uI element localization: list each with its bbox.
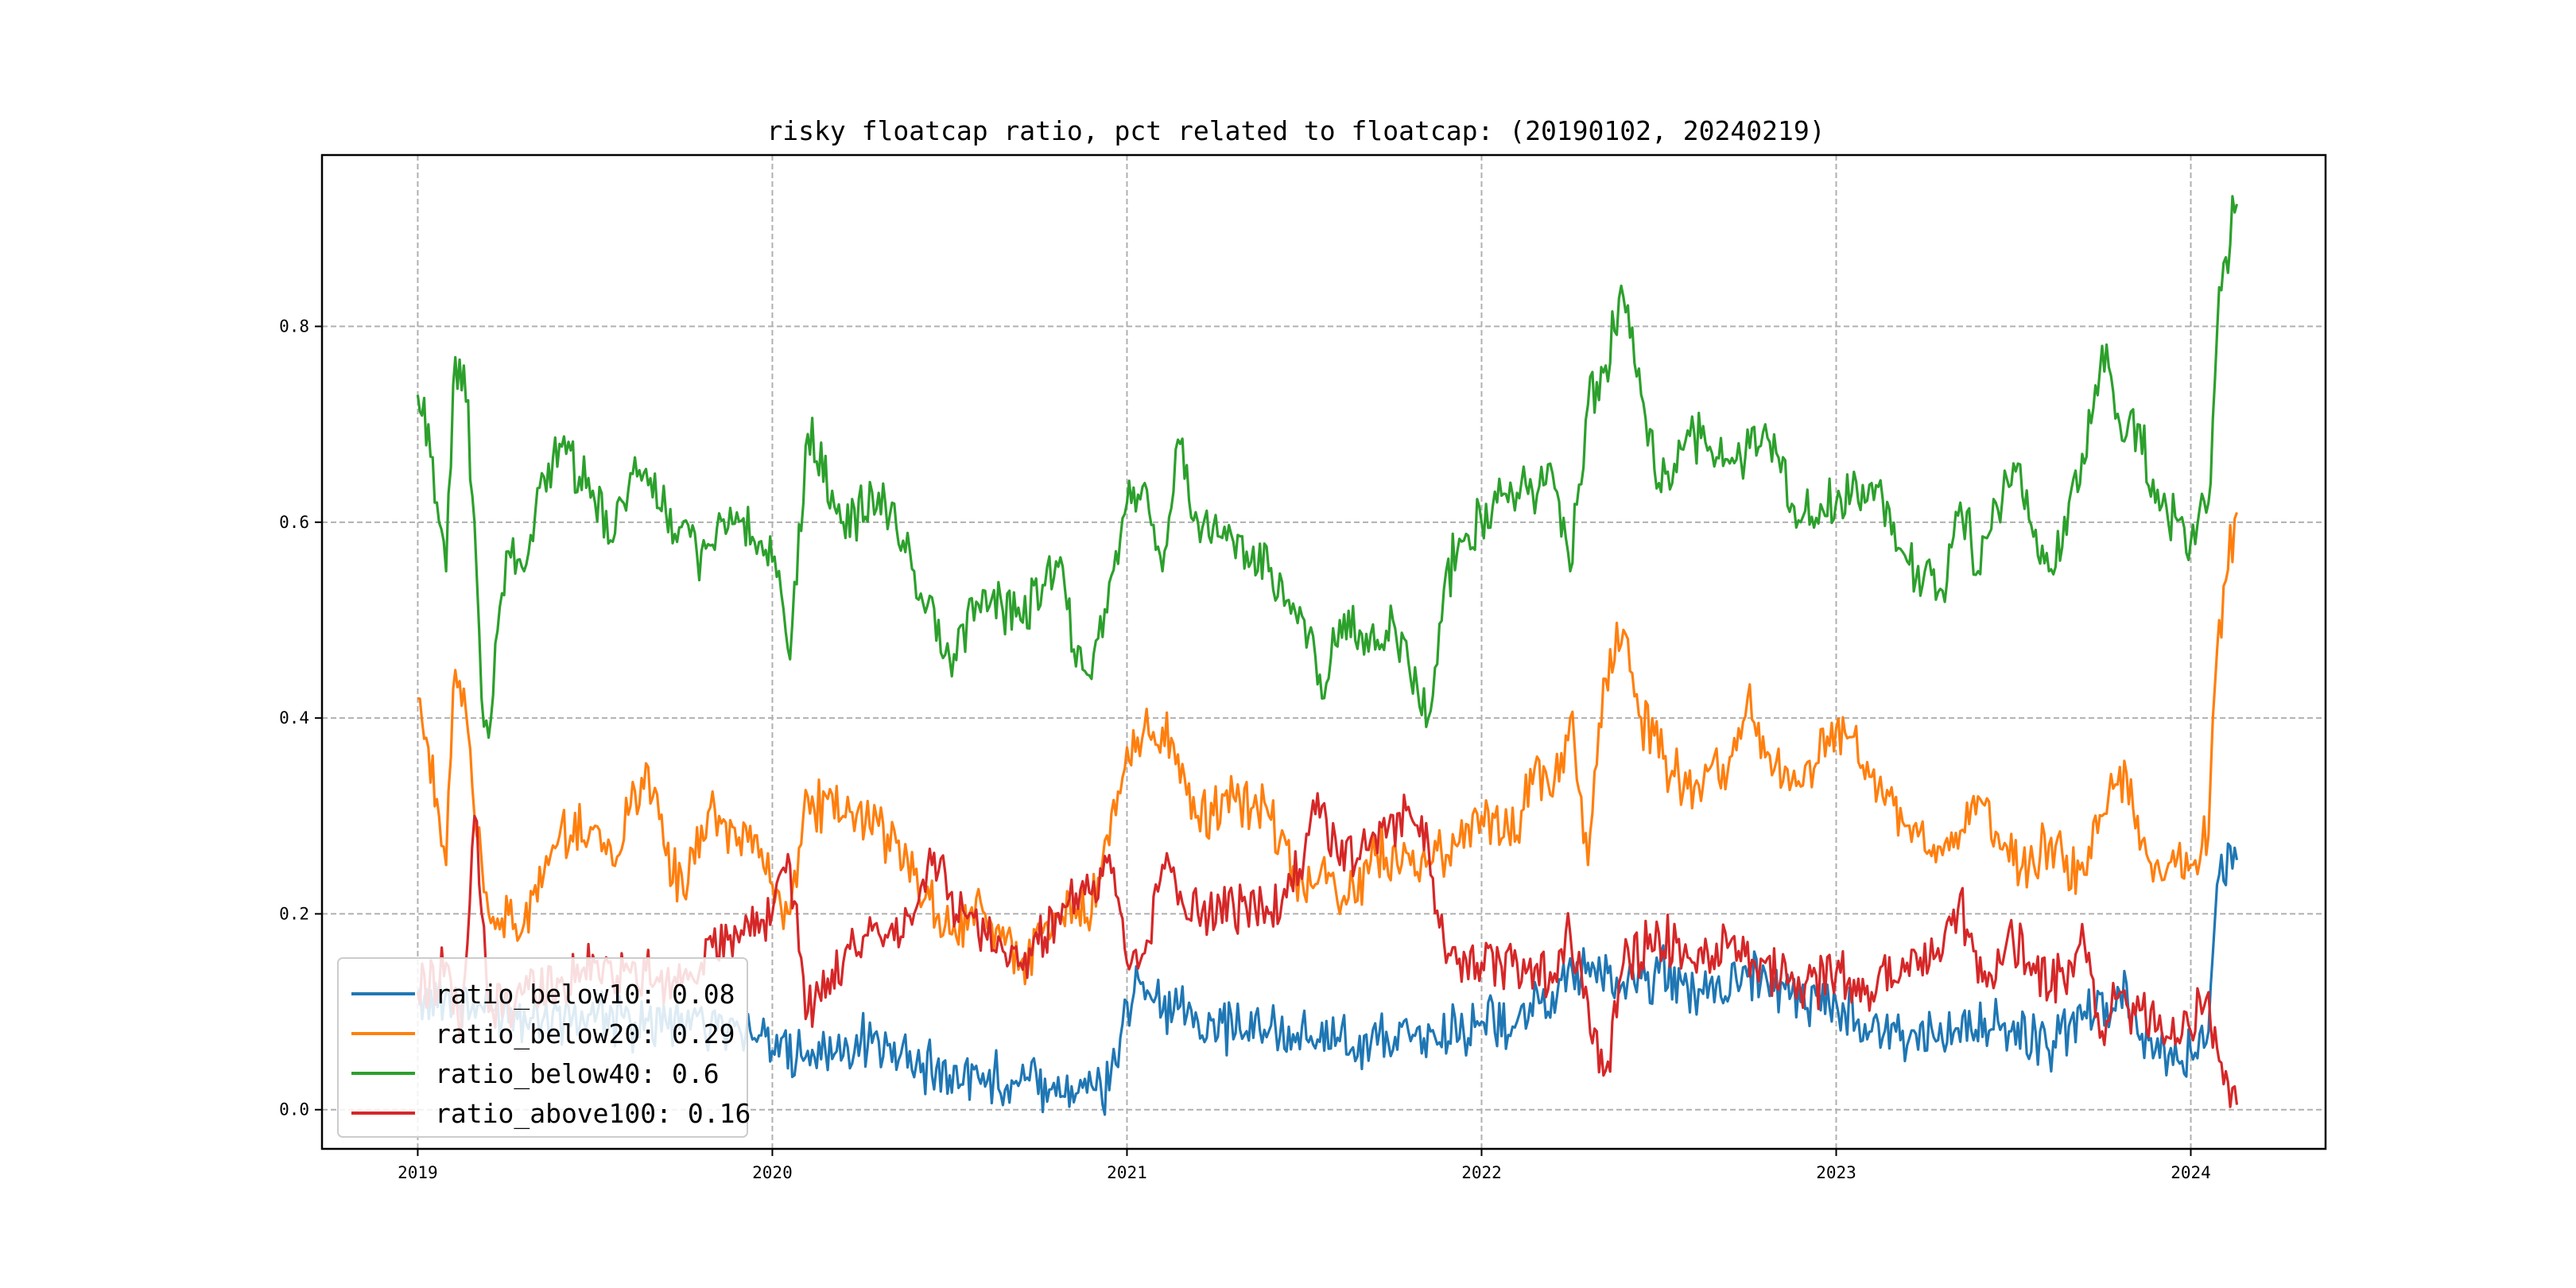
legend-label: ratio_below10: 0.08 bbox=[435, 979, 735, 1011]
y-tick-label: 0.0 bbox=[279, 1100, 309, 1119]
y-tick-label: 0.2 bbox=[279, 904, 309, 923]
legend-label: ratio_below20: 0.29 bbox=[435, 1018, 735, 1050]
series-line-ratio-below20 bbox=[417, 511, 2239, 986]
series-line-ratio-above100 bbox=[416, 792, 2239, 1108]
x-tick-label: 2022 bbox=[1461, 1163, 1502, 1182]
x-tick-label: 2020 bbox=[752, 1163, 793, 1182]
x-tick-label: 2021 bbox=[1107, 1163, 1147, 1182]
axes-frame bbox=[320, 153, 2327, 1150]
legend-label: ratio_below40: 0.6 bbox=[435, 1058, 720, 1090]
x-axis: 2019 2020 2021 2022 2023 2024 bbox=[398, 1149, 2211, 1182]
series-line-ratio-below40 bbox=[416, 195, 2239, 739]
y-tick-label: 0.4 bbox=[279, 708, 309, 727]
legend: ratio_below10: 0.08 ratio_below20: 0.29 ra… bbox=[337, 957, 751, 1138]
legend-label: ratio_above100: 0.16 bbox=[435, 1098, 751, 1130]
x-tick-label: 2023 bbox=[1816, 1163, 1856, 1182]
legend-box bbox=[337, 957, 748, 1138]
y-axis: 0.0 0.2 0.4 0.6 0.8 bbox=[279, 317, 322, 1119]
y-tick-label: 0.8 bbox=[279, 317, 309, 336]
y-tick-label: 0.6 bbox=[279, 513, 309, 532]
x-tick-label: 2019 bbox=[398, 1163, 438, 1182]
chart-title: risky floatcap ratio, pct related to flo… bbox=[766, 115, 1825, 146]
x-tick-label: 2024 bbox=[2171, 1163, 2211, 1182]
